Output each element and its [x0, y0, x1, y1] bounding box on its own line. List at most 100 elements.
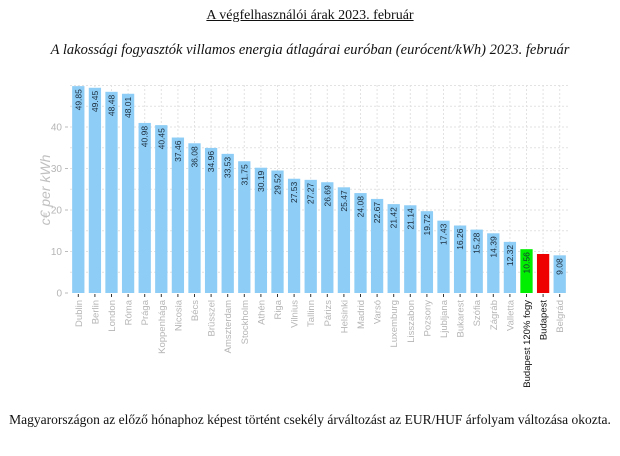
x-tick-label: Bukarest	[456, 300, 467, 338]
bar	[503, 241, 517, 293]
bar	[487, 233, 500, 293]
x-tick-label: Róma	[124, 299, 135, 325]
x-tick-label: London	[107, 300, 118, 332]
bar	[536, 253, 550, 293]
data-label: 34.96	[206, 151, 216, 173]
data-label: 48.01	[123, 96, 133, 118]
x-tick-label: Nicosia	[173, 299, 184, 331]
bar	[238, 161, 251, 293]
x-tick-label: Amszterdam	[223, 300, 234, 353]
x-tick-label: Luxemburg	[389, 300, 400, 348]
x-tick-label: Zágráb	[489, 300, 500, 330]
data-label: 17.43	[439, 223, 449, 245]
x-tick-label: Budapest 120% fogy	[522, 300, 533, 388]
bar	[188, 143, 201, 293]
data-label: 21.42	[389, 207, 399, 229]
bar	[387, 204, 400, 293]
data-label: 27.27	[306, 183, 316, 205]
x-tick-label: Koppenhága	[157, 299, 168, 354]
data-label: 12.32	[505, 245, 515, 267]
bar	[420, 211, 434, 293]
bar	[138, 122, 151, 293]
data-label: 33.53	[223, 157, 233, 179]
data-label: 10.56	[522, 252, 532, 274]
x-tick-label: Prága	[140, 299, 151, 325]
bar	[171, 137, 185, 293]
data-label: 15.28	[472, 232, 482, 254]
footer-note: Magyarországon az előző hónaphoz képest …	[9, 412, 611, 427]
x-tick-label: Madrid	[356, 300, 367, 329]
bars: 49.85 49.45 48.48 48.01 40.98 40.45 37.46 36.08…	[72, 86, 566, 293]
bar	[370, 198, 384, 293]
x-tick-label: Vilnius	[290, 300, 301, 328]
x-tick-label: Szófia	[472, 299, 483, 326]
bar	[155, 125, 168, 293]
bar	[453, 225, 467, 293]
x-tick-label: Riga	[273, 299, 284, 319]
data-label: 40.45	[156, 128, 166, 150]
page-title: A végfelhasználói árak 2023. február	[206, 8, 414, 23]
data-label: 37.46	[173, 140, 183, 162]
bar	[121, 93, 135, 293]
x-tick-label: Tallinn	[306, 300, 317, 327]
data-label: 40.98	[140, 126, 150, 148]
bar	[221, 153, 234, 293]
data-label: 21.14	[405, 208, 415, 230]
x-tick-label: Helsinki	[339, 300, 350, 333]
data-label: 49.45	[90, 91, 100, 113]
x-tick-label: Varsó	[373, 300, 384, 324]
x-tick-label: Lisszabon	[406, 300, 417, 343]
bar	[105, 91, 118, 293]
y-tick-label: 10	[51, 247, 63, 258]
x-tick-label: Párizs	[323, 300, 334, 327]
x-tick-label: Pozsony	[422, 300, 433, 337]
bar	[254, 167, 268, 293]
x-tick-label: Athén	[256, 300, 267, 325]
x-axis: Dublin Berlin London Róma Prága Koppenhága Nic…	[74, 294, 566, 388]
bar	[88, 87, 102, 293]
y-axis-label: c€ per kWh	[37, 154, 53, 225]
data-label: 25.47	[339, 190, 349, 212]
bar	[304, 179, 317, 293]
x-tick-label: Belgrád	[555, 300, 566, 333]
data-label: 27.53	[289, 181, 299, 203]
y-tick-label: 0	[56, 289, 62, 300]
x-tick-label: Budapest	[539, 300, 550, 341]
x-tick-label: Bécs	[190, 300, 201, 321]
bar	[404, 205, 417, 293]
bar	[520, 249, 533, 293]
data-label: 14.39	[488, 236, 498, 258]
y-axis: 0 10 20 30 40	[51, 123, 68, 300]
data-label: 9.08	[555, 258, 565, 275]
data-label: 26.69	[322, 185, 332, 207]
bar	[354, 193, 367, 293]
data-label: 29.52	[273, 173, 283, 195]
data-label: 30.19	[256, 170, 266, 192]
data-label: 24.08	[356, 196, 366, 218]
bar	[321, 182, 334, 293]
chart-title: A lakossági fogyasztók villamos energia …	[50, 42, 570, 58]
y-tick-label: 30	[51, 164, 63, 175]
y-tick-label: 40	[51, 123, 63, 134]
x-tick-label: Dublin	[74, 300, 85, 327]
data-label: 48.48	[107, 95, 117, 117]
x-tick-label: Stockholm	[240, 300, 251, 344]
bar	[437, 220, 450, 293]
bar	[204, 147, 218, 293]
x-tick-label: Valletta	[505, 299, 516, 331]
bar	[287, 178, 301, 293]
bar	[470, 229, 483, 293]
bar	[271, 170, 284, 293]
bar	[72, 86, 85, 293]
x-tick-label: Berlin	[90, 300, 101, 324]
data-label: 19.72	[422, 214, 432, 236]
y-tick-label: 20	[51, 206, 63, 217]
x-tick-label: Ljubljana	[439, 299, 450, 338]
x-tick-label: Brüsszel	[207, 300, 218, 336]
data-label: 31.75	[239, 164, 249, 186]
bar-chart: 0 10 20 30 40 c€ per kWh 49.85 49.45 48.48 48.0…	[37, 85, 568, 388]
bar	[553, 255, 566, 293]
data-label: 36.08	[190, 146, 200, 168]
data-label: 16.26	[455, 228, 465, 250]
data-label: 22.67	[372, 202, 382, 224]
